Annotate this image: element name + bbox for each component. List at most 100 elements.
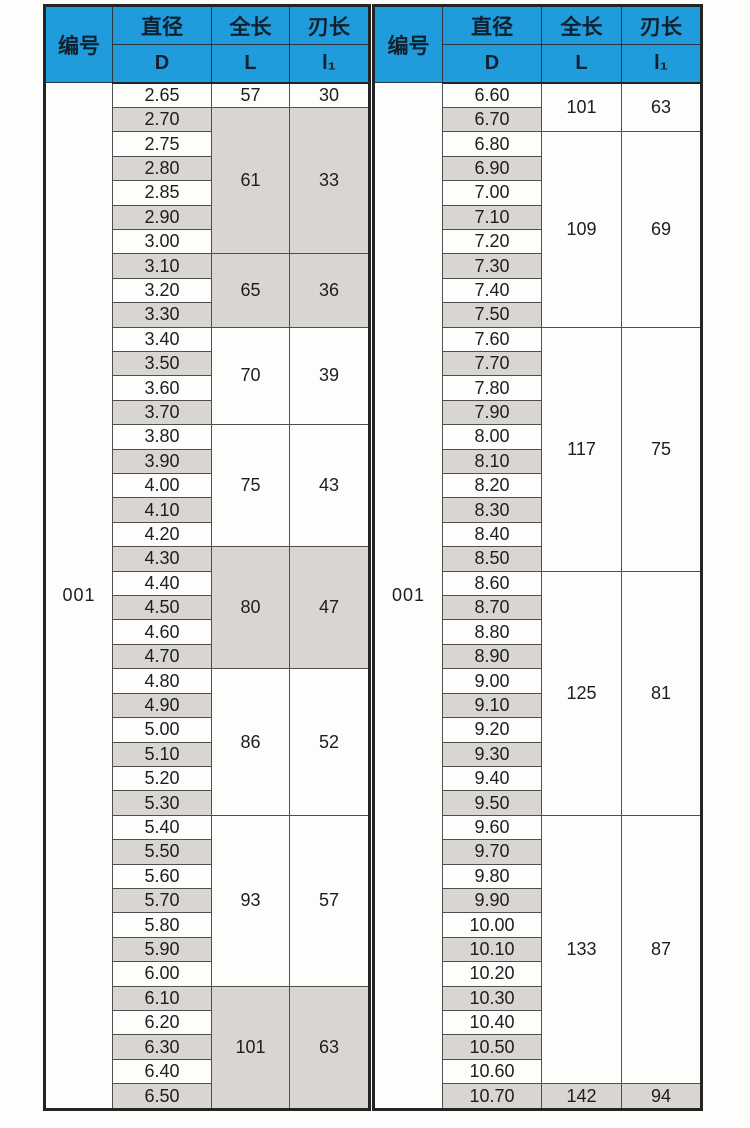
table-row: 8.00 [374, 424, 702, 450]
cell-diameter: 3.40 [112, 326, 212, 353]
cell-flute-length: 87 [621, 814, 702, 1085]
table-header-right: 编号 直径 全长 刃长 D L l₁ [373, 5, 702, 84]
cell-diameter: 8.70 [442, 595, 542, 621]
table-row: 8.30 [374, 497, 702, 523]
cell-diameter: 5.90 [112, 936, 212, 963]
cell-diameter: 4.30 [112, 546, 212, 572]
cell-total-length: 86 [211, 668, 290, 816]
table-row: 2.90 [45, 204, 370, 230]
table-row: 6.80 109 69 [374, 131, 702, 328]
cell-flute-length: 94 [621, 1083, 702, 1110]
table-row: 4.50 [45, 595, 370, 621]
spec-table-left: 编号 直径 全长 刃长 D L l₁ 001 2.65 57 30 2.70 61 33 2.… [43, 4, 371, 1111]
cell-diameter: 7.10 [442, 204, 542, 230]
cell-diameter: 3.90 [112, 448, 212, 475]
table-row: 001 2.65 57 30 [44, 82, 370, 1110]
table-row: 5.90 [45, 936, 370, 963]
cell-diameter: 6.90 [442, 155, 542, 182]
cell-diameter: 2.75 [112, 131, 212, 157]
cell-diameter: 10.50 [442, 1034, 542, 1060]
table-row: 6.50 [45, 1083, 370, 1110]
table-row: 5.20 [45, 765, 370, 792]
cell-diameter: 3.10 [112, 253, 212, 279]
cell-diameter: 10.00 [442, 912, 542, 938]
cell-diameter: 9.60 [442, 814, 542, 841]
cell-diameter: 10.30 [442, 985, 542, 1011]
table-row: 2.80 [45, 155, 370, 182]
code-cell: 001 [373, 82, 443, 1110]
cell-diameter: 4.10 [112, 497, 212, 523]
cell-diameter: 7.70 [442, 351, 542, 377]
cell-total-length: 70 [211, 326, 290, 426]
cell-diameter: 4.70 [112, 643, 212, 670]
cell-diameter: 8.40 [442, 521, 542, 548]
cell-diameter: 2.65 [112, 82, 212, 108]
header-row-titles: 编号 直径 全长 刃长 [44, 5, 370, 83]
table-row: 10.10 [374, 936, 702, 963]
table-row: 8.90 [374, 643, 702, 670]
table-row: 10.50 [374, 1034, 702, 1060]
table-row: 3.30 [45, 302, 370, 328]
cell-diameter: 9.30 [442, 741, 542, 767]
cell-diameter: 4.50 [112, 595, 212, 621]
cell-diameter: 3.00 [112, 228, 212, 255]
cell-flute-length: 52 [289, 668, 370, 816]
table-row: 2.85 [45, 180, 370, 206]
table-row: 3.70 [45, 399, 370, 426]
cell-diameter: 3.30 [112, 302, 212, 328]
cell-diameter: 8.00 [442, 424, 542, 450]
table-row: 3.60 [45, 375, 370, 401]
cell-diameter: 10.60 [442, 1058, 542, 1085]
cell-total-length: 93 [211, 814, 290, 987]
header-total-length: 全长 [211, 5, 290, 45]
table-row: 4.00 [45, 473, 370, 499]
cell-diameter: 6.70 [442, 106, 542, 133]
table-row: 9.50 [374, 790, 702, 816]
cell-diameter: 4.00 [112, 473, 212, 499]
cell-total-length: 101 [211, 985, 290, 1111]
table-row: 7.60 117 75 [374, 326, 702, 572]
cell-diameter: 4.60 [112, 619, 212, 645]
cell-diameter: 6.60 [442, 82, 542, 108]
table-row: 9.20 [374, 717, 702, 743]
table-row: 6.40 [45, 1058, 370, 1085]
table-row: 5.30 [45, 790, 370, 816]
table-row: 4.90 [45, 692, 370, 719]
cell-diameter: 3.60 [112, 375, 212, 401]
table-row: 6.30 [45, 1034, 370, 1060]
table-row: 9.10 [374, 692, 702, 719]
table-row: 6.10 101 63 [45, 985, 370, 1111]
table-row: 2.75 [45, 131, 370, 157]
table-row: 7.90 [374, 399, 702, 426]
cell-total-length: 65 [211, 253, 290, 328]
header-l-symbol: L [211, 44, 290, 84]
cell-total-length: 61 [211, 106, 290, 255]
cell-diameter: 7.80 [442, 375, 542, 401]
cell-diameter: 9.00 [442, 668, 542, 694]
table-row: 4.80 86 52 [45, 668, 370, 816]
table-row: 4.10 [45, 497, 370, 523]
header-diameter: 直径 [112, 5, 212, 45]
table-row: 10.30 [374, 985, 702, 1011]
spec-table-right: 编号 直径 全长 刃长 D L l₁ 001 6.60 101 63 6.70 6.80 1… [372, 4, 703, 1111]
cell-diameter: 7.00 [442, 180, 542, 206]
cell-diameter: 7.40 [442, 277, 542, 304]
table-row: 10.00 [374, 912, 702, 938]
cell-flute-length: 69 [621, 131, 702, 328]
table-row: 10.20 [374, 961, 702, 987]
cell-diameter: 4.90 [112, 692, 212, 719]
table-row: 7.80 [374, 375, 702, 401]
cell-diameter: 8.80 [442, 619, 542, 645]
cell-diameter: 9.90 [442, 887, 542, 914]
cell-diameter: 4.20 [112, 521, 212, 548]
table-row: 8.50 [374, 546, 702, 572]
cell-diameter: 5.70 [112, 887, 212, 914]
cell-diameter: 7.90 [442, 399, 542, 426]
cell-diameter: 9.40 [442, 765, 542, 792]
table-row: 8.70 [374, 595, 702, 621]
table-row: 3.50 [45, 351, 370, 377]
header-diameter: 直径 [442, 5, 542, 45]
cell-total-length: 133 [541, 814, 622, 1085]
table-row: 7.70 [374, 351, 702, 377]
